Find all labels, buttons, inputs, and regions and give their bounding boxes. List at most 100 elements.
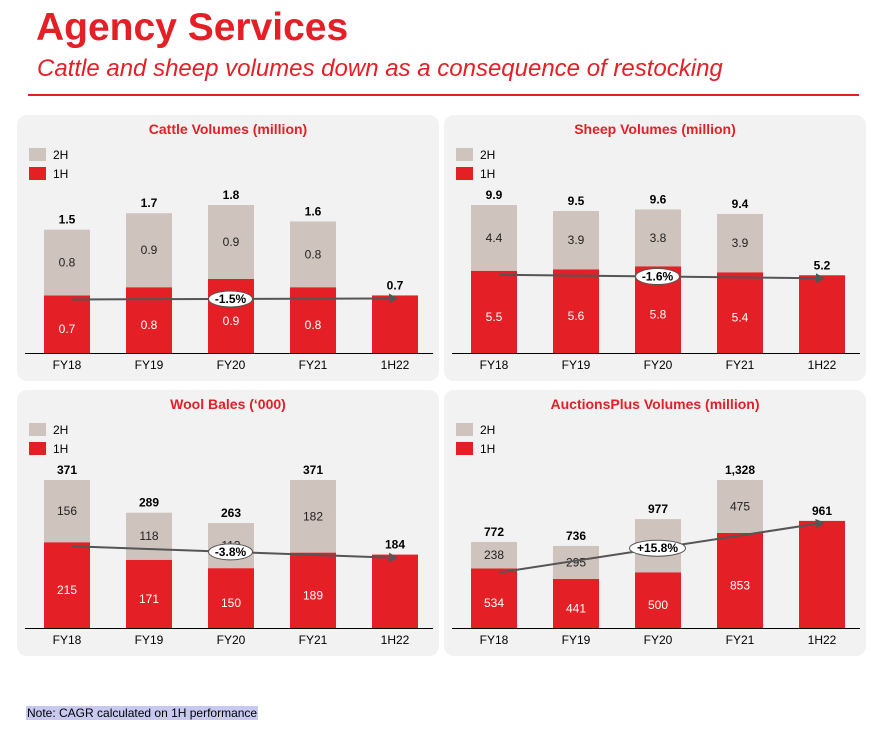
cagr-badge xyxy=(635,268,680,286)
total-label: 5.2 xyxy=(814,258,831,272)
bar-2h xyxy=(290,480,336,553)
data-label-2h: 238 xyxy=(484,548,504,562)
x-tick-label: 1H22 xyxy=(808,358,837,372)
legend-swatch-1h xyxy=(456,442,473,455)
x-tick-label: FY19 xyxy=(562,633,591,647)
bar-1h xyxy=(553,578,599,628)
total-label: 977 xyxy=(648,502,668,516)
bar-1h xyxy=(372,554,418,628)
bar-2h xyxy=(635,209,681,267)
legend-label-1h: 1H xyxy=(53,167,68,181)
bar-2h xyxy=(290,221,336,288)
bar-1h xyxy=(717,532,763,628)
chart-svg: Cattle Volumes (million) 2H 1H 0.8 0.7 1.5 FY1… xyxy=(25,121,433,372)
bar-1h xyxy=(44,542,90,628)
data-label-2h: 475 xyxy=(730,499,750,513)
data-label-1h: 441 xyxy=(566,601,586,615)
total-label: 772 xyxy=(484,525,504,539)
total-label: 961 xyxy=(812,504,832,518)
bar-2h xyxy=(44,480,90,543)
data-label-1h: 500 xyxy=(648,598,668,612)
x-tick-label: FY18 xyxy=(53,358,82,372)
bar-2h xyxy=(471,541,517,569)
title-divider xyxy=(28,94,859,96)
legend-swatch-2h xyxy=(456,148,473,161)
total-label: 371 xyxy=(57,463,77,477)
data-label-1h: 0.8 xyxy=(141,318,158,332)
chart-svg: Sheep Volumes (million) 2H 1H 4.4 5.5 9.9 FY18… xyxy=(452,121,860,372)
legend-label-2h: 2H xyxy=(480,148,495,162)
bar-1h xyxy=(553,269,599,353)
x-tick-label: FY20 xyxy=(644,358,673,372)
x-tick-label: FY18 xyxy=(480,633,509,647)
x-tick-label: FY19 xyxy=(562,358,591,372)
cagr-badge xyxy=(208,290,253,308)
data-label-2h: 0.9 xyxy=(141,243,158,257)
x-tick-label: FY21 xyxy=(299,358,328,372)
auctionsplus-volumes-chart: AuctionsPlus Volumes (million) 2H 1H 238 534… xyxy=(444,390,866,656)
legend-label-1h: 1H xyxy=(53,442,68,456)
data-label-2h: 3.8 xyxy=(650,231,667,245)
data-label-2h: 118 xyxy=(139,529,158,543)
data-label-1h: 5.6 xyxy=(568,309,585,323)
bar-1h xyxy=(208,568,254,628)
total-label: 1,328 xyxy=(725,463,755,477)
chart-svg: AuctionsPlus Volumes (million) 2H 1H 238 534… xyxy=(452,396,860,647)
total-label: 9.9 xyxy=(486,188,503,202)
x-tick-label: FY19 xyxy=(135,358,164,372)
x-tick-label: 1H22 xyxy=(808,633,837,647)
x-tick-label: FY18 xyxy=(53,633,82,647)
data-label-2h: 3.9 xyxy=(732,236,749,250)
chart-svg: Wool Bales (‘000) 2H 1H 156 215 371 FY18 118 171… xyxy=(25,396,433,647)
x-tick-label: FY19 xyxy=(135,633,164,647)
footnote: Note: CAGR calculated on 1H performance xyxy=(26,706,259,720)
x-tick-label: FY21 xyxy=(726,358,755,372)
x-tick-label: FY20 xyxy=(217,358,246,372)
chart-title: Wool Bales (‘000) xyxy=(170,396,286,412)
data-label-1h: 215 xyxy=(57,583,77,597)
data-label-2h: 0.9 xyxy=(223,235,240,249)
total-label: 0.7 xyxy=(387,278,404,292)
bar-1h xyxy=(372,295,418,353)
x-tick-label: 1H22 xyxy=(381,633,410,647)
bar-1h xyxy=(799,275,845,353)
legend-swatch-2h xyxy=(29,148,46,161)
chart-title: AuctionsPlus Volumes (million) xyxy=(551,396,760,412)
bar-1h xyxy=(290,552,336,628)
data-label-2h: 156 xyxy=(57,504,77,518)
total-label: 1.7 xyxy=(141,196,158,210)
legend-label-2h: 2H xyxy=(53,423,68,437)
chart-title: Sheep Volumes (million) xyxy=(574,121,736,137)
total-label: 263 xyxy=(221,506,241,520)
data-label-1h: 853 xyxy=(730,578,750,592)
cagr-arrowhead xyxy=(815,518,825,529)
bar-1h xyxy=(471,568,517,628)
data-label-2h: 182 xyxy=(303,509,323,523)
data-label-1h: 189 xyxy=(303,588,323,602)
cattle-volumes-chart: Cattle Volumes (million) 2H 1H 0.8 0.7 1.5 FY1… xyxy=(17,115,439,381)
data-label-1h: 171 xyxy=(139,592,159,606)
chart-title: Cattle Volumes (million) xyxy=(149,121,307,137)
data-label-1h: 5.4 xyxy=(732,311,749,325)
x-tick-label: FY21 xyxy=(726,633,755,647)
cagr-label: -1.5% xyxy=(215,292,247,306)
total-label: 1.8 xyxy=(223,188,240,202)
data-label-2h: 3.9 xyxy=(568,233,585,247)
wool-bales-chart: Wool Bales (‘000) 2H 1H 156 215 371 FY18 118 171… xyxy=(17,390,439,656)
total-label: 289 xyxy=(139,496,159,510)
data-label-1h: 534 xyxy=(484,596,504,610)
page-title: Agency Services xyxy=(36,6,349,49)
bar-2h xyxy=(471,205,517,271)
data-label-2h: 4.4 xyxy=(486,231,503,245)
bar-2h xyxy=(126,512,172,560)
bar-2h xyxy=(208,205,254,279)
data-label-1h: 150 xyxy=(221,596,241,610)
legend-label-2h: 2H xyxy=(53,148,68,162)
total-label: 1.5 xyxy=(59,213,76,227)
cagr-arrowhead xyxy=(388,293,398,304)
total-label: 184 xyxy=(385,538,405,552)
x-tick-label: FY20 xyxy=(644,633,673,647)
total-label: 1.6 xyxy=(305,204,322,218)
legend-swatch-1h xyxy=(456,167,473,180)
cagr-label: +15.8% xyxy=(637,541,678,555)
